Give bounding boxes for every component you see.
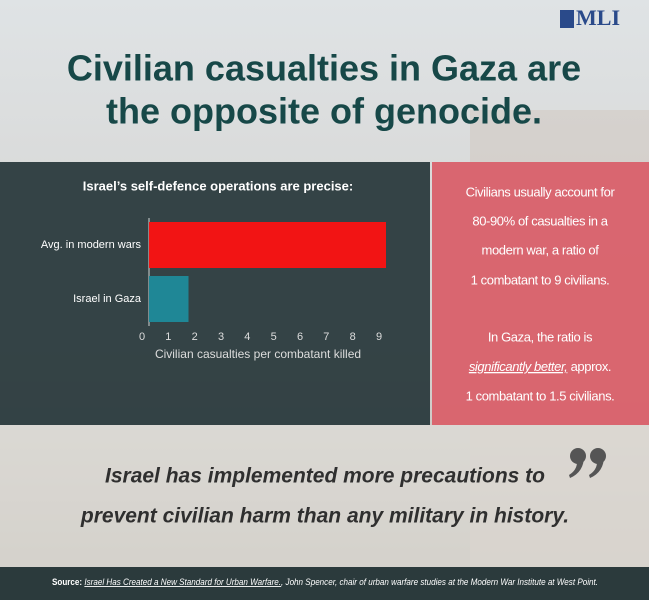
panel-text: 80-90% of casualties in a [472,213,608,228]
quote-band [0,425,649,567]
logo-mark [560,10,574,28]
chart: Israel’s self-defence operations are pre… [41,178,386,361]
emphasis: significantly better, [469,359,568,374]
quote-line: prevent civilian harm than any military … [80,505,569,528]
logo: MLI [576,5,620,30]
source-link[interactable]: Israel Has Created a New Standard for Ur… [84,577,281,587]
x-tick-label: 0 [139,331,145,343]
x-tick-label: 5 [271,331,277,343]
panel-text: significantly better, approx. [469,359,611,374]
chart-title: Israel’s self-defence operations are pre… [83,178,353,193]
panel-text: 1 combatant to 9 civilians. [471,272,610,287]
panel-text: In Gaza, the ratio is [488,329,593,344]
y-tick-label: Avg. in modern wars [41,239,142,251]
bar [149,276,189,322]
source-rest: , John Spencer, chair of urban warfare s… [281,577,598,587]
title-line: Civilian casualties in Gaza are [67,48,581,89]
panel-text: modern war, a ratio of [482,242,600,257]
text-panel [432,162,649,425]
source-label: Source: [52,577,82,587]
footer [0,567,649,600]
x-tick-label: 9 [376,331,382,343]
source: Source: Israel Has Created a New Standar… [52,577,598,587]
panel-text: 1 combatant to 1.5 civilians. [466,388,615,403]
x-tick-label: 1 [165,331,171,343]
x-tick-label: 2 [192,331,198,343]
title-line: the opposite of genocide. [106,91,542,132]
quote-line: Israel has implemented more precautions … [105,465,545,488]
chart-panel [0,162,430,425]
x-tick-label: 3 [218,331,224,343]
x-tick-label: 6 [297,331,303,343]
quote-icon [569,448,606,478]
x-axis-label: Civilian casualties per combatant killed [155,347,361,361]
panel-text: Civilians usually account for [466,184,616,199]
x-tick-label: 4 [244,331,250,343]
y-tick-label: Israel in Gaza [73,293,142,305]
x-tick-label: 8 [350,331,356,343]
panel-text: approx. [567,359,611,374]
x-tick-label: 7 [323,331,329,343]
bar [149,222,386,268]
